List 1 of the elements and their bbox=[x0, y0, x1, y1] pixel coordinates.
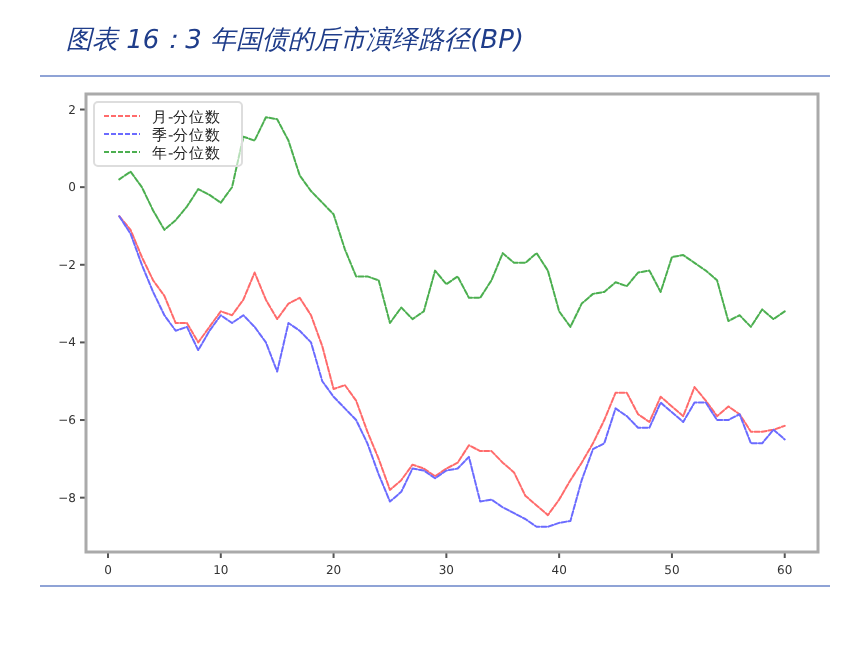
chart-title: 图表 16：3 年国债的后市演绎路径(BP) bbox=[66, 26, 524, 56]
